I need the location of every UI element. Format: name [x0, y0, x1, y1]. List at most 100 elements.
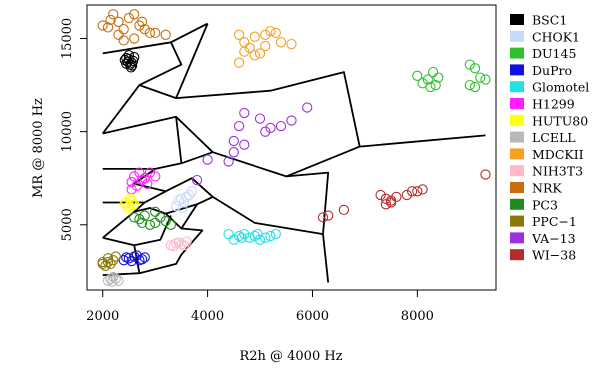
x-tick-label: 8000 [401, 309, 434, 324]
data-point [244, 42, 255, 53]
data-point [228, 135, 239, 147]
data-point [233, 120, 245, 132]
data-point [260, 29, 271, 40]
data-point [433, 72, 444, 83]
legend-swatch [510, 148, 524, 160]
legend-label: WI−38 [532, 248, 576, 263]
legend-label: NIH3T3 [532, 164, 583, 179]
boundary-line [101, 41, 183, 135]
data-point [100, 260, 111, 271]
data-point [102, 253, 114, 264]
data-point [480, 74, 491, 85]
legend-swatch [510, 114, 524, 126]
legend-label: H1299 [532, 97, 575, 112]
data-point [275, 120, 287, 132]
data-point [270, 228, 281, 240]
data-point [265, 25, 276, 37]
data-point [118, 24, 129, 35]
data-point [125, 62, 137, 73]
legend-swatch [510, 14, 524, 25]
data-point [464, 59, 475, 70]
legend-label: LCELL [532, 130, 576, 145]
data-point [239, 228, 250, 240]
data-point [136, 254, 148, 265]
data-point [275, 37, 287, 48]
legend-label: DU145 [532, 46, 576, 61]
data-point [136, 174, 148, 186]
data-point [108, 255, 119, 266]
data-point [129, 33, 140, 44]
data-point [150, 217, 161, 229]
data-point [480, 169, 491, 180]
data-point [469, 63, 481, 74]
data-point [97, 20, 108, 31]
data-point [228, 234, 239, 245]
data-point [380, 199, 392, 210]
legend-item: NIH3T3 [510, 164, 583, 179]
data-point [129, 9, 140, 20]
legend-item: MDCKII [510, 147, 584, 162]
data-point [223, 228, 234, 240]
data-point [144, 167, 156, 178]
y-axis-label: MR @ 8000 Hz [31, 98, 46, 198]
data-point [142, 178, 153, 189]
data-point [113, 275, 124, 286]
legend-item: Glomotel [510, 80, 589, 95]
data-point [380, 193, 392, 204]
data-point [155, 212, 166, 223]
data-point [249, 50, 260, 61]
data-point [144, 219, 156, 230]
boundary-line [286, 171, 330, 283]
legend-item: NRK [510, 181, 562, 196]
data-point [401, 189, 413, 201]
data-point [136, 217, 148, 229]
data-point [102, 22, 114, 33]
boundary-line [102, 115, 361, 178]
data-point [239, 139, 250, 150]
data-points [97, 9, 491, 287]
boundary-line [176, 71, 486, 148]
data-point [102, 275, 114, 286]
data-point [236, 232, 247, 243]
data-point [173, 237, 184, 248]
data-point [102, 256, 114, 268]
y-tick-label: 5000 [60, 208, 75, 241]
legend-swatch [510, 232, 524, 244]
data-point [464, 79, 475, 91]
data-point [181, 236, 192, 247]
decision-boundaries [101, 22, 486, 283]
data-point [391, 191, 402, 203]
data-point [233, 57, 245, 68]
data-point [469, 81, 481, 93]
legend-label: HUTU80 [532, 113, 588, 128]
legend-swatch [510, 198, 524, 210]
data-point [427, 66, 439, 78]
data-point [119, 54, 130, 66]
data-point [108, 9, 119, 20]
data-point [150, 206, 161, 217]
data-point [417, 184, 428, 195]
data-point [127, 200, 139, 211]
legend-swatch [510, 81, 524, 93]
data-point [118, 35, 129, 46]
legend-item: CHOK1 [510, 29, 580, 44]
data-point [139, 24, 150, 35]
data-point [131, 250, 142, 261]
data-point [412, 70, 423, 81]
data-point [168, 241, 179, 252]
legend-swatch [510, 64, 524, 76]
legend-label: PC3 [532, 197, 558, 212]
legend-label: Glomotel [532, 80, 589, 95]
data-point [110, 273, 121, 284]
data-point [254, 113, 266, 124]
data-point [252, 228, 263, 240]
data-point [113, 16, 124, 27]
data-point [375, 189, 386, 201]
data-point [254, 48, 266, 59]
legend-item: BSC1 [510, 13, 567, 28]
x-tick-label: 2000 [86, 309, 119, 324]
data-point [139, 252, 150, 263]
data-point [113, 29, 124, 40]
data-point [150, 171, 161, 182]
